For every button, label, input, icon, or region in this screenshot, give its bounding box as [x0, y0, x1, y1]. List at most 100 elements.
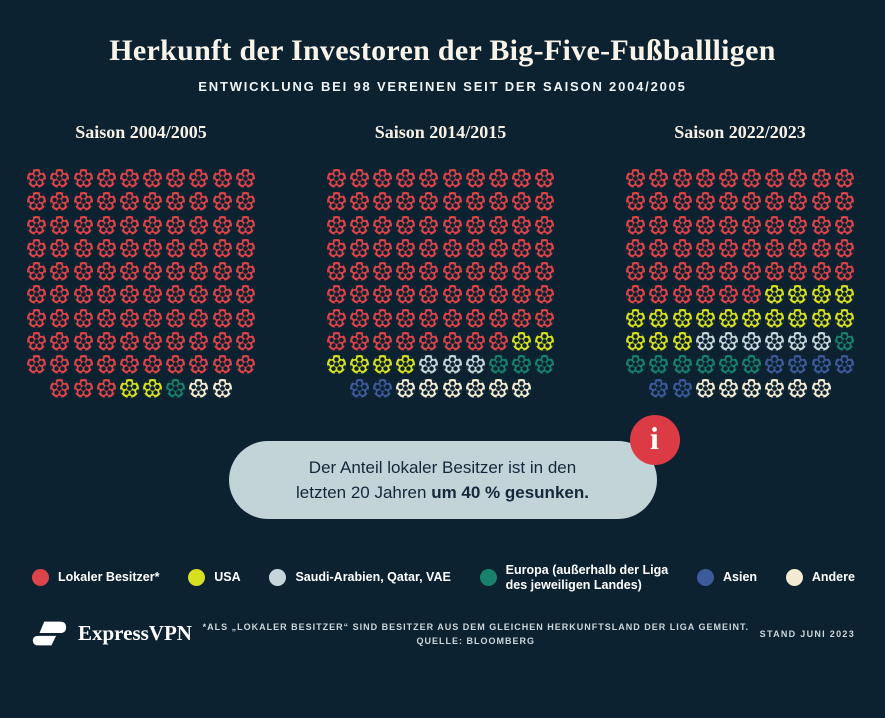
infographic: Herkunft der Investoren der Big-Five-Fuß…	[0, 34, 885, 718]
soccer-ball-icon	[695, 332, 715, 352]
soccer-ball-icon	[166, 238, 186, 258]
soccer-ball-icon	[396, 169, 416, 188]
waffle-row	[324, 378, 558, 398]
soccer-ball-icon	[742, 169, 762, 188]
soccer-ball-icon	[326, 285, 346, 305]
soccer-ball-icon	[27, 169, 47, 188]
soccer-ball-icon	[373, 169, 393, 188]
soccer-ball-icon	[166, 215, 186, 235]
legend-item-asien: Asien	[697, 569, 757, 587]
soccer-ball-icon	[349, 169, 369, 188]
soccer-ball-icon	[50, 285, 70, 305]
expressvpn-logo: ExpressVPN	[30, 615, 192, 653]
soccer-ball-icon	[465, 285, 485, 305]
soccer-ball-icon	[119, 308, 139, 328]
soccer-ball-icon	[488, 378, 508, 398]
soccer-ball-icon	[73, 332, 93, 352]
soccer-ball-icon	[649, 332, 669, 352]
soccer-ball-icon	[535, 238, 555, 258]
soccer-ball-icon	[695, 215, 715, 235]
soccer-ball-icon	[512, 215, 532, 235]
soccer-ball-icon	[419, 192, 439, 212]
soccer-ball-icon	[811, 238, 831, 258]
soccer-ball-icon	[488, 262, 508, 282]
soccer-ball-icon	[442, 355, 462, 375]
waffle-row	[24, 262, 258, 282]
expressvpn-logo-icon	[32, 621, 67, 646]
soccer-ball-icon	[189, 308, 209, 328]
chart-title-2014-2015: Saison 2014/2015	[374, 122, 507, 142]
soccer-ball-icon	[718, 238, 738, 258]
soccer-ball-icon	[695, 262, 715, 282]
soccer-ball-icon	[143, 308, 163, 328]
page-subtitle: ENTWICKLUNG BEI 98 VEREINEN SEIT DER SAI…	[198, 79, 687, 94]
soccer-ball-icon	[373, 285, 393, 305]
soccer-ball-icon	[396, 262, 416, 282]
soccer-ball-icon	[695, 238, 715, 258]
soccer-ball-icon	[834, 262, 854, 282]
soccer-ball-icon	[765, 192, 785, 212]
soccer-ball-icon	[419, 355, 439, 375]
soccer-ball-icon	[373, 378, 393, 398]
soccer-ball-icon	[742, 308, 762, 328]
soccer-ball-icon	[189, 169, 209, 188]
soccer-ball-icon	[373, 355, 393, 375]
soccer-ball-icon	[73, 355, 93, 375]
soccer-ball-icon	[189, 262, 209, 282]
soccer-ball-icon	[143, 285, 163, 305]
soccer-ball-icon	[512, 238, 532, 258]
soccer-ball-icon	[235, 192, 255, 212]
callout-line2-bold: um 40 % gesunken.	[431, 482, 589, 502]
soccer-ball-icon	[235, 355, 255, 375]
waffle-row	[24, 378, 258, 398]
waffle-row	[623, 262, 857, 282]
waffle-row	[623, 378, 857, 398]
soccer-ball-icon	[512, 378, 532, 398]
legend-label-europa: Europa (außerhalb der Liga des jeweilige…	[505, 562, 669, 592]
soccer-ball-icon	[419, 238, 439, 258]
soccer-ball-icon	[834, 238, 854, 258]
soccer-ball-icon	[718, 169, 738, 188]
soccer-ball-icon	[189, 192, 209, 212]
soccer-ball-icon	[50, 308, 70, 328]
soccer-ball-icon	[143, 378, 163, 398]
soccer-ball-icon	[235, 285, 255, 305]
soccer-ball-icon	[742, 332, 762, 352]
soccer-ball-icon	[649, 308, 669, 328]
soccer-ball-icon	[96, 285, 116, 305]
info-icon[interactable]: i	[629, 414, 680, 465]
soccer-ball-icon	[212, 308, 232, 328]
soccer-ball-icon	[50, 169, 70, 188]
soccer-ball-icon	[143, 262, 163, 282]
soccer-ball-icon	[788, 332, 808, 352]
soccer-ball-icon	[765, 308, 785, 328]
soccer-ball-icon	[626, 262, 646, 282]
callout-line2: letzten 20 Jahren	[296, 482, 432, 502]
soccer-ball-icon	[535, 192, 555, 212]
soccer-ball-icon	[649, 169, 669, 188]
soccer-ball-icon	[166, 332, 186, 352]
waffle-row	[324, 238, 558, 258]
soccer-ball-icon	[73, 308, 93, 328]
chart-column-2014-2015: Saison 2014/2015	[324, 122, 558, 398]
waffle-row	[623, 192, 857, 212]
soccer-ball-icon	[419, 332, 439, 352]
soccer-ball-icon	[396, 192, 416, 212]
soccer-ball-icon	[811, 332, 831, 352]
soccer-ball-icon	[442, 238, 462, 258]
soccer-ball-icon	[488, 332, 508, 352]
soccer-ball-icon	[73, 378, 93, 398]
soccer-ball-icon	[788, 378, 808, 398]
soccer-ball-icon	[373, 238, 393, 258]
soccer-ball-icon	[672, 378, 692, 398]
soccer-ball-icon	[326, 355, 346, 375]
soccer-ball-icon	[465, 308, 485, 328]
soccer-ball-icon	[96, 308, 116, 328]
soccer-ball-icon	[50, 192, 70, 212]
legend-label-usa: USA	[214, 570, 241, 585]
soccer-ball-icon	[512, 262, 532, 282]
soccer-ball-icon	[649, 215, 669, 235]
waffle-row	[324, 192, 558, 212]
chart-title-2022-2023: Saison 2022/2023	[674, 122, 806, 142]
soccer-ball-icon	[212, 262, 232, 282]
